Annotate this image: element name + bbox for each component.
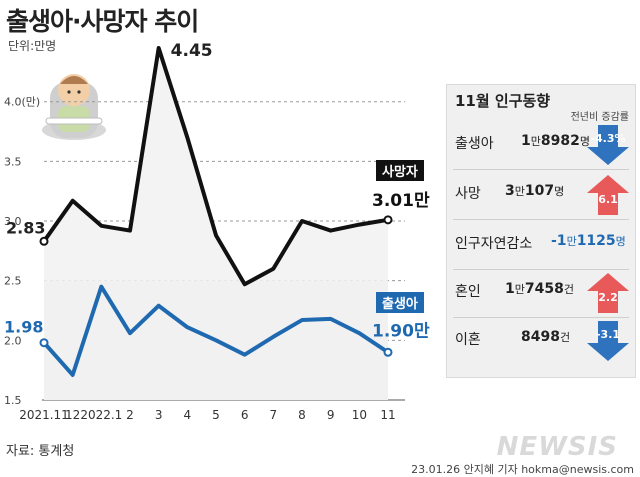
y-tick-label: 2.5 bbox=[4, 275, 22, 288]
deaths-start-label: 2.83 bbox=[6, 218, 45, 237]
x-tick-label: 7 bbox=[270, 408, 278, 422]
y-tick-label: 4.0(만) bbox=[4, 96, 40, 109]
births-point bbox=[383, 347, 393, 357]
panel-row-label: 출생아 bbox=[455, 136, 494, 152]
panel-row-label: 이혼 bbox=[455, 332, 481, 348]
panel-row-value: 3만107명 bbox=[505, 183, 565, 199]
unit-label: 단위:만명 bbox=[8, 39, 57, 53]
panel-row: 인구자연감소 -1만1125명 bbox=[447, 225, 635, 265]
watermark-logo: NEWSIS bbox=[496, 432, 618, 462]
x-tick-label: 11 bbox=[380, 408, 395, 422]
panel-row-label: 사망 bbox=[455, 186, 481, 202]
panel-row-label: 인구자연감소 bbox=[455, 236, 533, 252]
panel-row-value: -1만1125명 bbox=[551, 233, 626, 249]
y-tick-label: 3.0 bbox=[4, 215, 22, 228]
change-value: 6.1 bbox=[598, 193, 618, 206]
legend-tag-deaths: 사망자 bbox=[376, 160, 424, 181]
x-tick-label: 5 bbox=[212, 408, 220, 422]
births-point bbox=[39, 338, 49, 348]
panel-row-label: 혼인 bbox=[455, 284, 481, 300]
x-tick-label: 6 bbox=[241, 408, 249, 422]
x-tick-label: 2 bbox=[126, 408, 134, 422]
deaths-point bbox=[383, 215, 393, 225]
panel-row: 이혼 8498건 -3.1 bbox=[447, 321, 635, 361]
deaths-point bbox=[39, 236, 49, 246]
panel-row: 출생아 1만8982명 -4.3% bbox=[447, 125, 635, 165]
change-value: -3.1 bbox=[595, 328, 621, 341]
x-tick-label: 8 bbox=[298, 408, 306, 422]
panel-title: 11월 인구동향 bbox=[455, 92, 551, 110]
change-value: 2.2 bbox=[598, 291, 618, 304]
panel-divider bbox=[453, 219, 629, 220]
births-line bbox=[42, 284, 390, 377]
panel-row-value: 1만7458건 bbox=[505, 281, 574, 297]
panel-subtitle: 전년비 증감률 bbox=[570, 112, 629, 123]
panel-divider bbox=[453, 169, 629, 170]
x-tick-label: 12 bbox=[65, 408, 80, 422]
x-tick-label: 3 bbox=[155, 408, 163, 422]
deaths-area bbox=[44, 48, 388, 285]
population-panel: 11월 인구동향 전년비 증감률 출생아 1만8982명 -4.3% 사망 3만107명… bbox=[446, 84, 636, 378]
legend-tag-births: 출생아 bbox=[376, 292, 424, 313]
deaths-line bbox=[42, 46, 389, 287]
deaths-end-label: 3.01만 bbox=[372, 191, 430, 211]
panel-divider bbox=[453, 269, 629, 270]
panel-divider bbox=[453, 317, 629, 318]
births-start-label: 1.98 bbox=[4, 318, 43, 337]
arrow-down-icon: -3.1 bbox=[585, 319, 631, 363]
arrow-down-icon: -4.3% bbox=[585, 123, 631, 167]
source-label: 자료: 통계청 bbox=[6, 444, 75, 459]
panel-row-value: 1만8982명 bbox=[521, 133, 590, 149]
x-tick-label: 2021.11 bbox=[19, 408, 69, 422]
x-tick-label: 10 bbox=[352, 408, 367, 422]
x-tick-label: 2022.1 bbox=[80, 408, 122, 422]
change-value: -4.3% bbox=[590, 132, 626, 145]
baby-illustration-icon bbox=[42, 74, 106, 140]
x-tick-label: 9 bbox=[327, 408, 335, 422]
arrow-up-icon: 2.2 bbox=[585, 271, 631, 315]
x-tick-label: 4 bbox=[184, 408, 192, 422]
births-end-label: 1.90만 bbox=[372, 321, 430, 341]
panel-row-value: 8498건 bbox=[521, 329, 571, 345]
deaths-peak-label: 4.45 bbox=[171, 41, 213, 61]
panel-row: 사망 3만107명 6.1 bbox=[447, 175, 635, 215]
panel-row: 혼인 1만7458건 2.2 bbox=[447, 273, 635, 313]
y-tick-label: 1.5 bbox=[4, 394, 22, 407]
credit-line: 23.01.26 안지혜 기자 hokma@newsis.com bbox=[411, 463, 634, 476]
y-tick-label: 3.5 bbox=[4, 155, 22, 168]
chart-title: 출생아·사망자 추이 bbox=[6, 7, 199, 36]
arrow-up-icon: 6.1 bbox=[585, 173, 631, 217]
y-tick-label: 2.0 bbox=[4, 334, 22, 347]
